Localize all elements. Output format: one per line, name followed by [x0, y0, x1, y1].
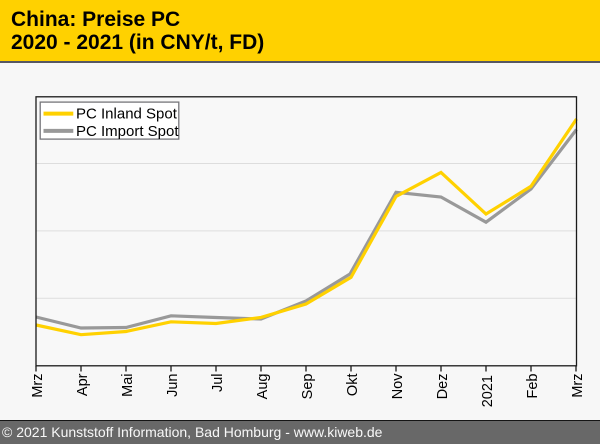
svg-text:Aug: Aug: [255, 374, 271, 400]
svg-text:Jun: Jun: [165, 374, 181, 397]
svg-text:Jul: Jul: [210, 374, 226, 393]
svg-text:Apr: Apr: [75, 373, 91, 396]
svg-text:Okt: Okt: [345, 374, 361, 397]
svg-text:Mrz: Mrz: [570, 374, 586, 398]
svg-text:2021: 2021: [480, 375, 496, 407]
svg-text:PC Import Spot: PC Import Spot: [76, 123, 179, 140]
svg-text:Sep: Sep: [300, 374, 316, 400]
svg-text:PC Inland Spot: PC Inland Spot: [76, 105, 178, 122]
svg-text:Mai: Mai: [120, 374, 136, 397]
svg-text:Feb: Feb: [525, 374, 541, 399]
svg-text:Dez: Dez: [435, 374, 451, 400]
svg-text:Mrz: Mrz: [30, 374, 46, 398]
svg-text:Nov: Nov: [390, 373, 406, 400]
